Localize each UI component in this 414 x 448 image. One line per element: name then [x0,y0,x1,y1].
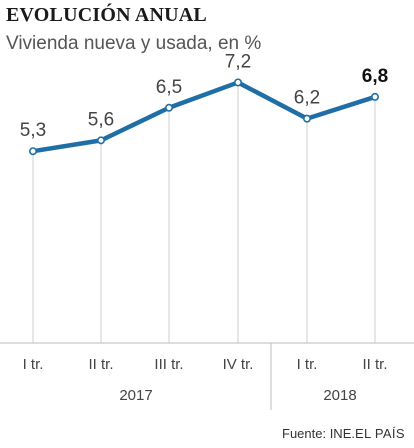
data-label: 5,3 [20,120,46,141]
series-line [30,80,378,154]
chart-subtitle: Vivienda nueva y usada, en % [6,33,262,54]
x-tick-label: II tr. [362,356,387,373]
data-label: 6,2 [294,88,320,109]
x-tick-label: IV tr. [223,356,254,373]
data-label: 6,8 [362,66,388,87]
data-point [370,92,379,101]
year-label: 2017 [119,387,152,404]
year-label: 2018 [323,387,356,404]
x-tick-label: II tr. [88,356,113,373]
chart-title: EVOLUCIÓN ANUAL [6,4,207,26]
data-label: 7,2 [225,51,251,72]
source-note: Fuente: INE. [282,426,355,441]
data-point [234,78,243,87]
data-label: 6,5 [156,77,182,98]
x-tick-label: I tr. [23,356,44,373]
publisher-brand: EL PAÍS [355,426,405,441]
x-tick-label: I tr. [297,356,318,373]
data-point [28,147,37,156]
x-tick-label: III tr. [154,356,183,373]
data-label: 5,6 [88,109,114,130]
data-point [165,103,174,112]
data-point [97,136,106,145]
data-point [302,114,311,123]
